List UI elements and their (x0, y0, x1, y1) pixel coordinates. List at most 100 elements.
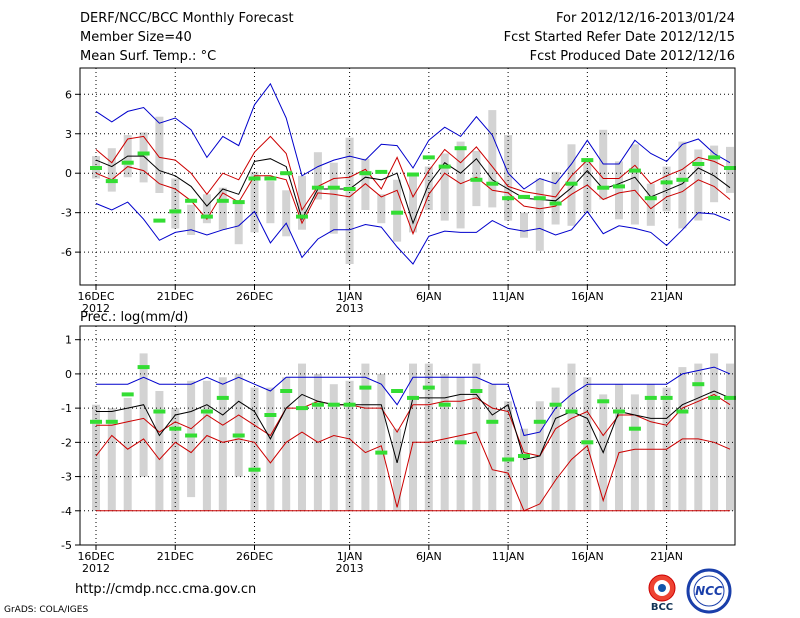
prec-lower-line (95, 431, 731, 512)
prec-spread-bar (726, 363, 734, 511)
prec-median-mark (565, 409, 578, 414)
prec-spread-bar (488, 384, 497, 511)
prec-median-mark (264, 413, 277, 417)
temp-median-mark (327, 185, 340, 190)
temp-spread-bar (377, 194, 386, 224)
prec-median-mark (676, 409, 689, 414)
prec-median-mark (216, 395, 229, 400)
temp-spread-bar (520, 212, 528, 238)
temp-median-mark (628, 168, 641, 173)
prec-median-mark (296, 406, 308, 411)
temp-median-mark (660, 180, 673, 185)
prec-median-mark (660, 395, 673, 400)
prec-upper-line (96, 393, 731, 457)
temp-median-mark (121, 160, 134, 165)
prec-median-mark (121, 392, 134, 397)
temp-spread-bar (171, 178, 180, 229)
temp-median-mark (724, 166, 736, 170)
prec-median-mark (169, 426, 182, 431)
temp-y-tick-label: -3 (61, 207, 72, 220)
temp-spread-bar (710, 145, 719, 203)
source-url[interactable]: http://cmdp.ncc.cma.gov.cn (75, 582, 257, 597)
bcc-logo-text: BCC (651, 602, 673, 612)
temp-median-mark (549, 201, 562, 206)
prec-x-tick-label: 6JAN (416, 550, 442, 563)
prec-median-mark (613, 409, 625, 414)
prec-spread-bar (710, 353, 719, 511)
started-date: Fcst Started Refer Date 2012/12/15 (503, 30, 735, 45)
prec-median-mark (90, 419, 102, 424)
prec-median-mark (692, 382, 705, 387)
temp-x-tick-label: 11JAN (492, 290, 525, 303)
prec-median-mark (597, 399, 610, 404)
temp-median-mark (105, 179, 118, 184)
prec-spread-bar (171, 408, 180, 511)
temp-median-mark (502, 196, 515, 201)
temp-spread-bar (678, 141, 687, 229)
temp-median-mark (565, 181, 578, 186)
temp-spread-bar (250, 171, 259, 233)
temp-x-tick-label: 21JAN (650, 290, 683, 303)
prec-median-mark (422, 385, 435, 390)
prec-spread-bar (250, 387, 259, 511)
prec-max-line (96, 366, 731, 437)
prec-median-mark (343, 402, 356, 407)
bcc-logo: BCC (648, 574, 676, 612)
prec-spread-bar (615, 384, 623, 511)
temp-spread-bar (329, 162, 338, 234)
temp-median-mark (644, 196, 657, 201)
prec-median-mark (454, 440, 467, 445)
temp-median-mark (185, 198, 198, 203)
prec-median-mark (232, 433, 245, 438)
temp-spread-bar (599, 129, 608, 200)
temp-y-tick-label: 6 (65, 88, 72, 101)
temp-median-mark (90, 166, 102, 170)
temp-median-mark (470, 177, 483, 182)
prec-x-tick-label: 1JAN (337, 550, 363, 563)
prec-spread-bar (393, 428, 402, 511)
temp-spread-bar (504, 135, 513, 221)
temp-spread-bar (313, 152, 322, 200)
prec-x-tick-label: 21JAN (650, 550, 683, 563)
prec-median-mark (327, 402, 340, 407)
temp-x-tick-label: 26DEC (236, 290, 273, 303)
prec-y-tick-label: 1 (65, 334, 72, 347)
prec-panel-title: Prec.: log(mm/d) (80, 310, 188, 325)
temp-y-tick-label: 3 (65, 128, 72, 141)
temp-median-mark (216, 198, 229, 203)
temp-x-tick-label: 21DEC (157, 290, 194, 303)
temp-median-mark (533, 196, 546, 201)
grads-credit: GrADS: COLA/IGES (4, 605, 89, 615)
prec-spread-bar (92, 404, 100, 511)
prec-y-tick-label: -4 (61, 505, 72, 518)
prec-x-tick-year: 2012 (82, 562, 110, 575)
temp-spread-bar (456, 141, 465, 229)
prec-spread-bar (234, 373, 243, 477)
temp-lower-line (95, 166, 731, 236)
prec-x-tick-label: 26DEC (236, 550, 273, 563)
prec-median-mark (137, 365, 150, 370)
prec-spread-bar (520, 428, 528, 511)
temp-min-line (95, 201, 731, 265)
prec-spread-bar (298, 363, 306, 511)
temp-median-mark (169, 209, 182, 214)
temp-x-tick-label: 6JAN (416, 290, 442, 303)
temp-spread-bar (298, 175, 306, 230)
prec-median-mark (200, 409, 213, 414)
prec-x-tick-label: 16DEC (77, 550, 114, 563)
prec-median-mark (311, 402, 324, 407)
prec-y-tick-label: -1 (61, 402, 72, 415)
prec-spread-bar (218, 377, 227, 511)
temp-spread-bar (282, 190, 291, 237)
prec-median-mark (549, 402, 562, 407)
prec-spread-bar (424, 363, 433, 511)
temp-median-mark (232, 200, 245, 205)
prec-spread-bar (567, 363, 576, 511)
prec-spread-bar (187, 380, 196, 498)
prec-median-mark (581, 440, 594, 445)
temp-spread-bar (202, 194, 211, 224)
temp-median-mark (486, 181, 499, 186)
prec-y-tick-label: 0 (65, 368, 72, 381)
temp-median-mark (407, 172, 419, 177)
prec-median-mark (470, 389, 483, 393)
